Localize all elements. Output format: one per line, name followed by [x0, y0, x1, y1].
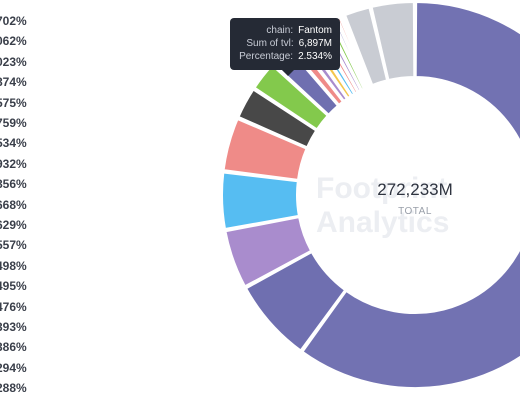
legend-value: 0.386% — [0, 340, 27, 355]
pie-slice[interactable] — [343, 6, 389, 87]
total-value: 272,233M — [377, 180, 453, 199]
pie-slice[interactable] — [237, 88, 318, 149]
pie-slice[interactable] — [336, 15, 371, 89]
tooltip-chain-row: chain: Fantom — [238, 24, 332, 37]
legend-value: 0.557% — [0, 238, 27, 253]
legend-value: 0.393% — [0, 320, 27, 334]
tooltip-chain-value: Fantom — [298, 25, 332, 36]
legend-value: 2.534% — [0, 136, 27, 151]
legend-value: 4.874% — [0, 75, 27, 90]
legend-value: 3.702% — [0, 14, 27, 28]
pie-slice[interactable] — [221, 171, 301, 231]
legend-value: 5.023% — [0, 54, 27, 69]
pie-slice[interactable] — [253, 63, 330, 131]
pie-slice-remainder[interactable] — [301, 0, 520, 389]
chart-tooltip: chain: Fantom Sum of tvl: 6,897M Percent… — [230, 18, 340, 76]
legend-value: 0.668% — [0, 197, 27, 212]
tooltip-sum-label: Sum of tvl: — [246, 38, 294, 49]
legend-value: 2.288% — [0, 381, 27, 396]
legend-value: 0.476% — [0, 299, 27, 314]
tooltip-sum-row: Sum of tvl: 6,897M — [238, 37, 332, 50]
legend-value: 2.759% — [0, 116, 27, 130]
legend-value: 0.498% — [0, 258, 27, 273]
pie-slice[interactable] — [340, 14, 373, 88]
pie-slice[interactable] — [244, 250, 347, 352]
legend-value: 4.575% — [0, 95, 27, 110]
legend-value: 0.495% — [0, 279, 27, 294]
pie-slice[interactable] — [370, 0, 416, 82]
legend-value: 1.932% — [0, 156, 27, 171]
tooltip-pct-row: Percentage: 2.534% — [238, 50, 332, 63]
legend-value: 0.856% — [0, 177, 27, 192]
tooltip-pct-label: Percentage: — [239, 51, 294, 62]
pie-slice[interactable] — [224, 216, 313, 288]
legend-value: 7.062% — [0, 34, 27, 49]
tooltip-sum-value: 6,897M — [298, 38, 332, 49]
total-label: TOTAL — [398, 206, 432, 217]
tooltip-chain-label: chain: — [266, 25, 294, 36]
legend-value: 0.629% — [0, 218, 27, 232]
legend-value: 0.294% — [0, 360, 27, 375]
pie-slice[interactable] — [222, 117, 308, 181]
tooltip-pct-value: 2.534% — [298, 51, 332, 62]
